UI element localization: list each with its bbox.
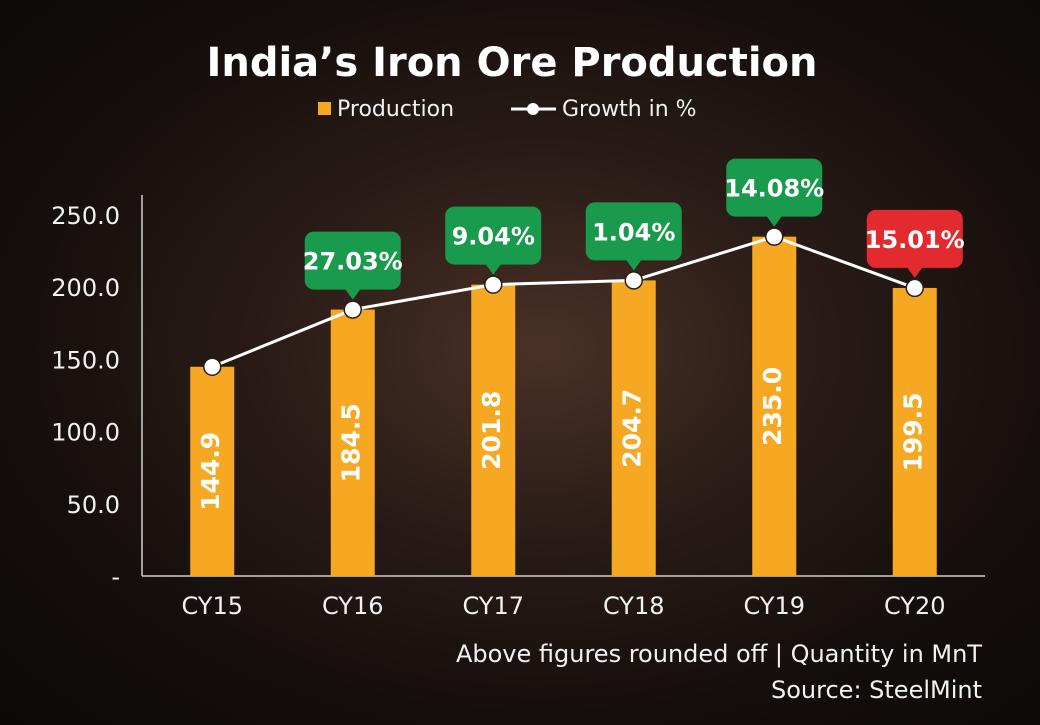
chart: India’s Iron Ore Production Production G…	[51, 40, 985, 620]
plot-area: - 50.0 100.0 150.0 200.0 250.0 CY15 144.9 CY16 18…	[51, 158, 985, 620]
y-tick-label: -	[111, 563, 120, 591]
bar-value-label: 184.5	[337, 403, 366, 482]
legend-growth-marker	[527, 103, 539, 115]
growth-callout-box	[445, 206, 542, 265]
bar-value-label: 235.0	[758, 367, 787, 446]
bar	[892, 287, 937, 576]
growth-callout-pointer	[344, 288, 361, 300]
bar-value-label: 201.8	[477, 391, 506, 470]
bar	[190, 366, 235, 576]
growth-callout-box	[585, 202, 682, 261]
growth-marker	[905, 278, 924, 298]
bar	[471, 284, 516, 576]
bar	[752, 236, 797, 576]
x-tick-label: CY20	[884, 592, 946, 620]
x-tick-label: CY16	[322, 592, 384, 620]
growth-callout-pointer	[485, 263, 502, 275]
growth-callout-label: 9.04%	[452, 223, 535, 251]
legend-production-label: Production	[337, 97, 454, 122]
legend: Production Growth in %	[318, 97, 697, 122]
x-tick-label: CY18	[603, 592, 665, 620]
growth-marker	[343, 300, 362, 319]
growth-callout-label: 27.03%	[303, 248, 403, 276]
y-tick-label: 100.0	[51, 419, 120, 447]
growth-line	[211, 235, 916, 369]
footer-note: Above figures rounded off | Quantity in …	[455, 640, 982, 668]
bar	[330, 309, 375, 576]
growth-callout-label: 14.08%	[724, 175, 824, 203]
y-tick-label: 250.0	[51, 202, 120, 230]
x-tick-label: CY17	[462, 592, 524, 620]
growth-marker	[624, 271, 643, 290]
growth-callout-pointer	[625, 259, 642, 271]
y-tick-label: 50.0	[67, 491, 120, 519]
growth-marker	[765, 227, 784, 246]
growth-marker	[484, 275, 503, 294]
growth-callout-pointer	[766, 215, 783, 227]
x-tick-label: CY19	[743, 592, 805, 620]
chart-title: India’s Iron Ore Production	[206, 40, 817, 86]
y-tick-label: 150.0	[51, 346, 120, 374]
growth-callout-label: 15.01%	[865, 226, 965, 254]
footer-source: Source: SteelMint	[771, 676, 982, 704]
bar	[611, 280, 656, 576]
growth-callout-box	[726, 158, 823, 217]
bar-value-label: 199.5	[899, 392, 928, 471]
growth-callout-box	[866, 209, 963, 268]
y-tick-label: 200.0	[51, 274, 120, 302]
legend-growth-label: Growth in %	[562, 97, 697, 122]
growth-marker	[203, 357, 222, 377]
growth-callout-label: 1.04%	[592, 218, 675, 246]
growth-callout-box	[304, 231, 401, 290]
legend-production-swatch	[318, 102, 331, 115]
bar-value-label: 204.7	[618, 389, 647, 468]
bar-value-label: 144.9	[196, 432, 225, 511]
growth-callout-pointer	[906, 266, 923, 278]
x-tick-label: CY15	[181, 592, 243, 620]
